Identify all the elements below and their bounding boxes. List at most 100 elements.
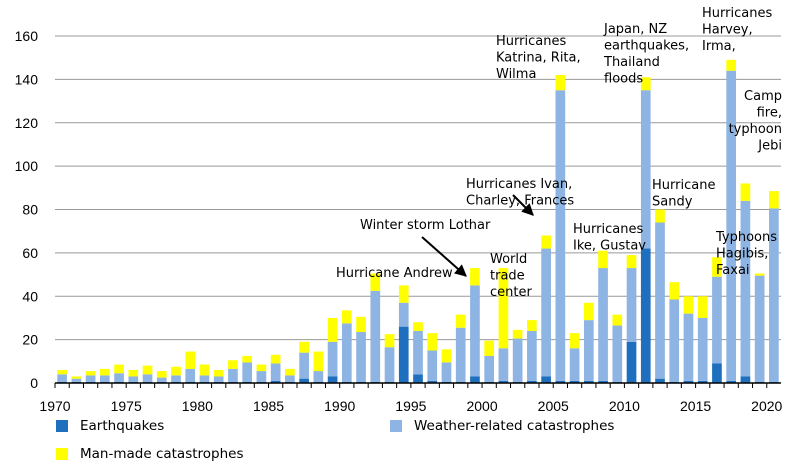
annotation-label: World trade center bbox=[490, 252, 532, 300]
bar-segment-man-made bbox=[114, 364, 124, 374]
bar-segment-earthquakes bbox=[555, 380, 566, 383]
bar-segment-man-made bbox=[341, 310, 352, 324]
bar-segment-weather bbox=[85, 375, 96, 382]
bar-segment-man-made bbox=[740, 183, 751, 201]
bar-segment-weather bbox=[156, 377, 167, 382]
annotation-label: Camp fire, typhoon Jebi bbox=[729, 89, 782, 154]
y-tick-label: 100 bbox=[15, 158, 39, 174]
legend-swatch-earthquakes bbox=[56, 420, 68, 432]
bar-segment-weather bbox=[583, 320, 594, 381]
bar-segment-man-made bbox=[171, 366, 181, 376]
bar-segment-weather bbox=[199, 375, 210, 382]
bar-segment-man-made bbox=[441, 349, 452, 363]
bar-segment-earthquakes bbox=[655, 378, 665, 383]
bar-segment-weather bbox=[142, 374, 153, 382]
x-tick-label: 2020 bbox=[751, 398, 782, 414]
bar-segment-weather bbox=[384, 347, 395, 382]
bar-segment-weather bbox=[270, 363, 281, 381]
x-tick-label: 1970 bbox=[39, 398, 70, 414]
bar-segment-man-made bbox=[697, 296, 708, 318]
bar-segment-man-made bbox=[626, 255, 637, 269]
legend-item-earthquakes: Earthquakes bbox=[56, 418, 164, 434]
bar-segment-earthquakes bbox=[598, 380, 608, 383]
legend-item-man-made: Man-made catastrophes bbox=[56, 446, 244, 462]
y-tick-label: 140 bbox=[15, 71, 39, 87]
bar-segment-man-made bbox=[669, 282, 680, 300]
bar-segment-weather bbox=[441, 362, 452, 382]
bar-segment-weather bbox=[57, 374, 67, 382]
bar-segment-man-made bbox=[213, 369, 224, 377]
bar-segment-weather bbox=[484, 355, 495, 382]
x-tick-label: 2010 bbox=[609, 398, 640, 414]
y-tick-label: 20 bbox=[22, 332, 38, 348]
bar-segment-weather bbox=[327, 341, 338, 377]
bar-segment-man-made bbox=[470, 268, 480, 286]
bar-segment-weather bbox=[71, 378, 82, 382]
bar-segment-weather bbox=[726, 70, 737, 381]
bar-segment-man-made bbox=[754, 273, 765, 276]
y-tick-label: 40 bbox=[22, 288, 38, 304]
bar-segment-weather bbox=[626, 268, 637, 342]
bar-segment-man-made bbox=[299, 341, 309, 353]
y-tick-label: 120 bbox=[15, 115, 39, 131]
bar-segment-man-made bbox=[256, 364, 267, 372]
bar-segment-earthquakes bbox=[683, 380, 694, 383]
bar-segment-earthquakes bbox=[498, 380, 509, 383]
bar-segment-man-made bbox=[640, 77, 651, 91]
bar-segment-man-made bbox=[455, 314, 466, 328]
bar-segment-man-made bbox=[726, 59, 737, 71]
bar-segment-weather bbox=[185, 368, 196, 382]
bar-segment-man-made bbox=[285, 368, 295, 376]
bar-segment-man-made bbox=[398, 285, 409, 303]
annotation-label: Typhoons Hagibis, Faxai bbox=[715, 230, 777, 278]
bar-segment-earthquakes bbox=[527, 380, 537, 383]
bar-segment-man-made bbox=[683, 296, 694, 314]
bar-segment-weather bbox=[598, 268, 608, 381]
bar-segment-earthquakes bbox=[712, 363, 722, 383]
bar-segment-earthquakes bbox=[740, 376, 751, 383]
bar-segment-earthquakes bbox=[583, 380, 594, 383]
bar-segment-man-made bbox=[541, 235, 551, 249]
bar-segment-weather bbox=[285, 375, 295, 382]
x-tick-label: 1980 bbox=[182, 398, 213, 414]
bar-segment-weather bbox=[612, 325, 623, 382]
annotation-label: Winter storm Lothar bbox=[360, 218, 491, 233]
bar-segment-earthquakes bbox=[413, 374, 423, 383]
annotation-label: Hurricane Sandy bbox=[652, 178, 715, 210]
bar-segment-weather bbox=[754, 275, 765, 382]
bar-segment-weather bbox=[455, 327, 466, 382]
bar-segment-man-made bbox=[569, 333, 580, 349]
annotation-arrow bbox=[512, 194, 534, 216]
y-tick-label: 60 bbox=[22, 245, 38, 261]
bar-segment-weather bbox=[128, 376, 139, 382]
bar-segment-earthquakes bbox=[327, 376, 338, 383]
bar-segment-weather bbox=[769, 208, 779, 382]
annotation-label: Japan, NZ earthquakes, Thailand floods bbox=[603, 22, 689, 87]
legend-item-weather: Weather-related catastrophes bbox=[390, 418, 614, 434]
bar-segment-earthquakes bbox=[697, 380, 708, 383]
bar-segment-man-made bbox=[57, 369, 67, 375]
bar-segment-man-made bbox=[99, 368, 110, 376]
grid-lines bbox=[55, 35, 781, 341]
bar-segment-weather bbox=[512, 338, 523, 382]
bar-segment-weather bbox=[427, 350, 438, 381]
x-tick-label: 2000 bbox=[466, 398, 497, 414]
bar-segment-weather bbox=[398, 302, 409, 327]
bar-segment-weather bbox=[740, 200, 751, 377]
y-tick-label: 80 bbox=[22, 202, 38, 218]
bar-segment-weather bbox=[313, 371, 324, 382]
bar-segment-weather bbox=[569, 348, 580, 381]
annotation-label: Hurricanes Katrina, Rita, Wilma bbox=[496, 34, 581, 82]
x-tick-label: 1990 bbox=[324, 398, 355, 414]
x-tick-label: 2015 bbox=[680, 398, 711, 414]
x-tick-label: 2005 bbox=[538, 398, 569, 414]
bar-segment-weather bbox=[640, 90, 651, 249]
bar-segment-man-made bbox=[185, 351, 196, 369]
bar-segment-man-made bbox=[527, 320, 537, 331]
bar-segment-man-made bbox=[71, 376, 82, 379]
legend-label-weather: Weather-related catastrophes bbox=[414, 418, 615, 434]
bar-segment-weather bbox=[228, 368, 238, 382]
bar-segment-weather bbox=[697, 317, 708, 381]
bar-segment-weather bbox=[470, 285, 480, 377]
